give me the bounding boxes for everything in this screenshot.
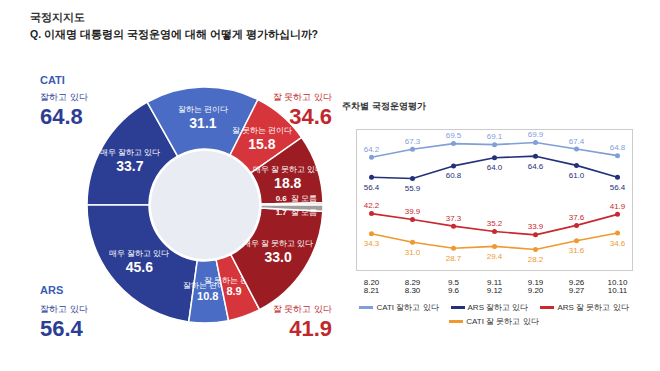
svg-text:8.298.30: 8.298.30 [405,278,421,295]
svg-text:37.6: 37.6 [569,213,585,222]
svg-text:64.2: 64.2 [364,145,380,154]
svg-text:35.2: 35.2 [487,219,503,228]
svg-text:잘 못하고 있다: 잘 못하고 있다 [273,304,332,314]
svg-text:41.9: 41.9 [289,316,332,341]
svg-text:ARS: ARS [40,284,63,296]
svg-text:15.8: 15.8 [248,136,275,152]
svg-text:31.6: 31.6 [569,246,585,255]
svg-text:64.0: 64.0 [487,163,503,172]
svg-text:56.4: 56.4 [364,183,380,192]
svg-text:28.7: 28.7 [446,254,462,263]
svg-text:67.4: 67.4 [569,137,585,146]
svg-text:61.0: 61.0 [569,171,585,180]
svg-text:33.9: 33.9 [528,222,544,231]
svg-text:45.6: 45.6 [126,259,153,275]
svg-text:31.0: 31.0 [405,248,421,257]
svg-text:매우 잘 못하고 있다: 매우 잘 못하고 있다 [253,165,323,174]
svg-text:8.9: 8.9 [226,285,241,297]
svg-text:잘하는 편이다: 잘하는 편이다 [178,105,228,114]
svg-text:CATI: CATI [40,74,65,86]
svg-text:69.1: 69.1 [487,132,503,141]
svg-text:34.3: 34.3 [364,239,380,248]
html-text:ARS 잘하고 있다: ARS 잘하고 있다 [467,303,529,312]
html-text:Q. 이재명 대통령의 국정운영에 대해 어떻게 평가하십니: Q. 이재명 대통령의 국정운영에 대해 어떻게 평가하십니까? [30,28,318,40]
svg-text:8.208.21: 8.208.21 [364,278,380,295]
svg-text:60.8: 60.8 [446,171,462,180]
svg-text:67.3: 67.3 [405,137,421,146]
svg-text:매우 잘하고 있다: 매우 잘하고 있다 [109,249,169,258]
svg-text:18.8: 18.8 [274,175,301,191]
svg-text:55.9: 55.9 [405,184,421,193]
svg-text:64.8: 64.8 [40,104,83,129]
svg-text:1.7잘 모름: 1.7잘 모름 [276,208,317,217]
html-text:국정지지도: 국정지지도 [30,11,85,23]
svg-text:69.5: 69.5 [446,131,462,140]
html-text:ARS 잘 못하고 있다: ARS 잘 못하고 있다 [557,303,629,312]
svg-text:매우 잘하고 있다: 매우 잘하고 있다 [100,148,160,157]
svg-text:56.4: 56.4 [610,183,626,192]
svg-text:잘 못하는 편이다: 잘 못하는 편이다 [204,276,265,285]
svg-text:56.4: 56.4 [40,316,84,341]
svg-text:29.4: 29.4 [487,252,503,261]
svg-text:37.3: 37.3 [446,214,462,223]
svg-text:69.9: 69.9 [528,130,544,139]
svg-text:34.6: 34.6 [610,239,626,248]
svg-text:10.8: 10.8 [197,290,218,302]
svg-text:잘하고 있다: 잘하고 있다 [40,304,88,314]
svg-text:잘하고 있다: 잘하고 있다 [40,92,88,102]
svg-text:41.9: 41.9 [610,202,626,211]
html-text:주차별 국정운영평가: 주차별 국정운영평가 [342,101,426,111]
html-text:CATI 잘하고 있다: CATI 잘하고 있다 [376,303,439,312]
svg-text:10.1010.11: 10.1010.11 [607,278,628,295]
svg-text:39.9: 39.9 [405,207,421,216]
svg-text:9.119.12: 9.119.12 [487,278,503,295]
svg-text:64.8: 64.8 [610,143,626,152]
svg-text:9.199.20: 9.199.20 [528,278,544,295]
svg-text:34.6: 34.6 [289,104,332,129]
svg-text:잘 못하고 있다: 잘 못하고 있다 [273,92,332,102]
svg-text:잘 못하는 편이다: 잘 못하는 편이다 [232,126,292,135]
svg-text:31.1: 31.1 [189,115,216,131]
html-text:CATI 잘 못하고 있다: CATI 잘 못하고 있다 [466,317,539,326]
svg-text:28.2: 28.2 [528,255,544,264]
svg-text:9.269.27: 9.269.27 [569,278,585,295]
svg-text:33.7: 33.7 [116,158,143,174]
svg-text:33.0: 33.0 [265,249,292,265]
svg-text:64.6: 64.6 [528,162,544,171]
svg-text:매우 잘 못하고 있다: 매우 잘 못하고 있다 [243,239,313,248]
svg-text:42.2: 42.2 [364,201,380,210]
svg-text:9.59.6: 9.59.6 [448,278,460,295]
svg-text:0.6잘 모름: 0.6잘 모름 [276,194,317,203]
